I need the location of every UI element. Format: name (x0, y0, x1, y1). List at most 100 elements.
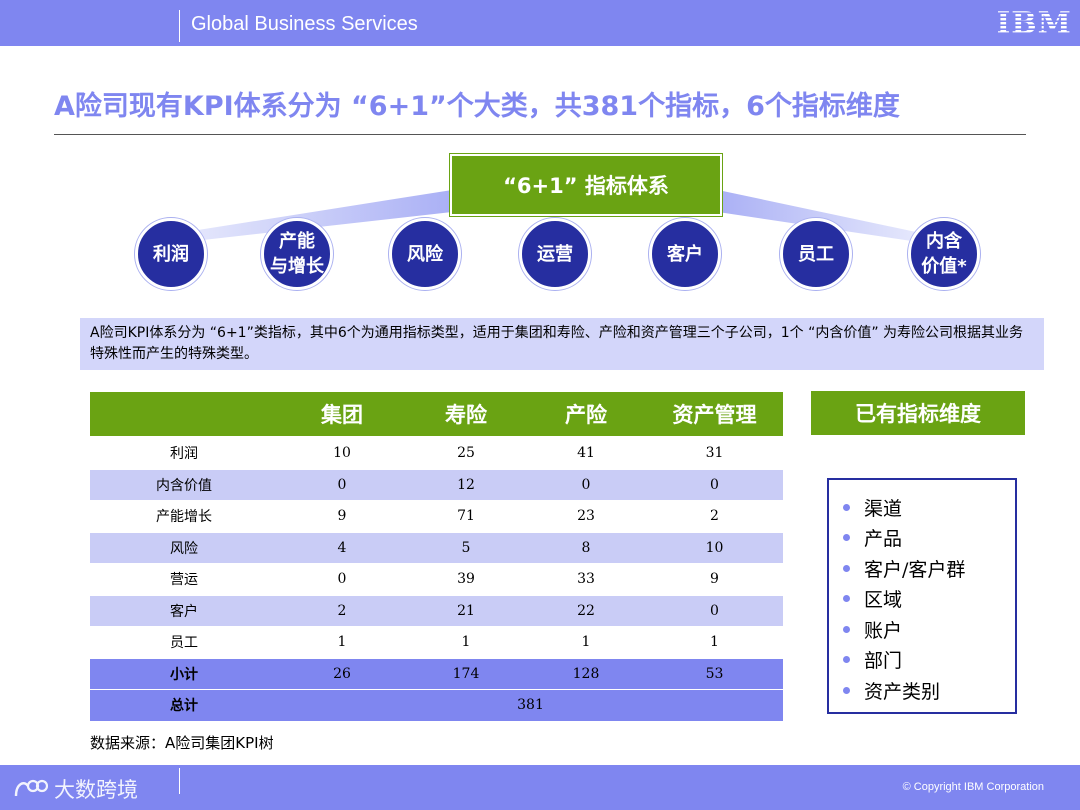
dimension-label: 客户/客户群 (864, 558, 966, 581)
table-cell: 26 (278, 657, 406, 690)
table-cell: 0 (646, 468, 783, 501)
table-row: 客户 2 21 22 0 (90, 594, 783, 627)
category-label: 内含 价值* (921, 231, 967, 277)
table-cell: 1 (526, 626, 646, 658)
table-cell: 33 (526, 563, 646, 595)
header-bar (0, 0, 1080, 46)
subtotal-row: 小计 26 174 128 53 (90, 657, 783, 690)
table-cell: 9 (646, 563, 783, 595)
table-row: 产能增长 9 71 23 2 (90, 500, 783, 532)
total-value: 381 (278, 689, 783, 721)
table-cell: 39 (406, 563, 526, 595)
category-circle: 员工 (780, 218, 852, 290)
table-cell: 31 (705, 445, 724, 462)
table-cell: 53 (646, 657, 783, 690)
bullet-icon (843, 564, 850, 572)
row-label: 小计 (90, 657, 278, 690)
column-header: 集团 (278, 392, 406, 438)
table-row: 员工 1 1 1 1 (90, 626, 783, 658)
header-divider (179, 10, 180, 42)
dimension-label: 账户 (864, 619, 903, 642)
table-cell: 9 (278, 500, 406, 532)
table-header-row: 集团 寿险 产险 资产管理 (90, 392, 783, 438)
bullet-icon (843, 503, 850, 511)
category-label: 产能 与增长 (270, 231, 324, 277)
category-circle: 利润 (135, 218, 207, 290)
dimensions-title: 已有指标维度 (811, 391, 1025, 435)
table-cell: 25 (457, 445, 475, 462)
dimension-label: 产品 (864, 528, 903, 551)
column-header: 寿险 (406, 392, 526, 438)
dimension-label: 区域 (864, 589, 903, 612)
table-cell: 23 (526, 500, 646, 532)
list-item: 渠道 (843, 492, 1015, 523)
list-item: 部门 (843, 645, 1015, 676)
table-cell: 174 (406, 657, 526, 690)
bullet-icon (843, 656, 850, 664)
dimension-label: 渠道 (864, 497, 903, 520)
row-label: 员工 (90, 626, 278, 658)
table-cell: 71 (406, 500, 526, 532)
table-cell: 1 (406, 626, 526, 658)
bullet-icon (843, 534, 850, 542)
category-circle: 产能 与增长 (261, 218, 333, 290)
summary-note: A险司KPI体系分为 “6+1”类指标，其中6个为通用指标类型，适用于集团和寿险… (80, 318, 1044, 370)
list-item: 产品 (843, 523, 1015, 554)
watermark-text: 大数跨境 (54, 778, 138, 802)
category-circle: 风险 (389, 218, 461, 290)
table-cell: 4 (278, 531, 406, 564)
dimension-label: 部门 (864, 650, 903, 673)
row-label: 总计 (90, 689, 278, 721)
column-header: 资产管理 (646, 392, 783, 438)
footer-divider (179, 768, 180, 794)
table-cell: 0 (278, 563, 406, 595)
bullet-icon (843, 625, 850, 633)
table-cell: 10 (646, 531, 783, 564)
category-label: 客户 (667, 243, 703, 265)
title-divider (54, 134, 1026, 135)
table-cell: 41 (577, 445, 595, 462)
row-label: 营运 (90, 563, 278, 595)
bullet-icon (843, 595, 850, 603)
table-cell: 5 (406, 531, 526, 564)
kpi-table: 集团 寿险 产险 资产管理 利润 10 25 41 31 内含价值 0 12 0… (90, 392, 783, 721)
category-circle: 内含 价值* (908, 218, 980, 290)
row-label: 客户 (90, 594, 278, 627)
table-cell: 2 (646, 500, 783, 532)
category-label: 风险 (407, 243, 443, 265)
table-cell: 8 (526, 531, 646, 564)
list-item: 账户 (843, 614, 1015, 645)
table-cell: 1 (646, 626, 783, 658)
category-circle: 运营 (519, 218, 591, 290)
table-cell: 0 (526, 468, 646, 501)
category-label: 利润 (153, 243, 189, 265)
table-cell: 21 (406, 594, 526, 627)
table-cell: 12 (406, 468, 526, 501)
list-item: 客户/客户群 (843, 553, 1015, 584)
copyright: © Copyright IBM Corporation (902, 781, 1044, 793)
table-cell: 22 (526, 594, 646, 627)
table-row: 风险 4 5 8 10 (90, 531, 783, 564)
row-label: 产能增长 (90, 500, 278, 532)
watermark: 大数跨境 (12, 774, 138, 804)
row-label: 内含价值 (90, 468, 278, 501)
table-row: 内含价值 0 12 0 0 (90, 468, 783, 501)
category-circle: 客户 (649, 218, 721, 290)
category-label: 员工 (798, 243, 834, 265)
table-cell: 10 (333, 445, 351, 462)
bullet-icon (843, 686, 850, 694)
table-cell: 0 (278, 468, 406, 501)
table-cell: 1 (278, 626, 406, 658)
page-title: A险司现有KPI体系分为 “6+1”个大类，共381个指标，6个指标维度 (54, 91, 900, 122)
total-row: 总计 381 (90, 689, 783, 721)
column-header (90, 392, 278, 438)
watermark-logo-icon (14, 779, 48, 797)
category-label: 运营 (537, 243, 573, 265)
table-cell: 0 (646, 594, 783, 627)
list-item: 区域 (843, 584, 1015, 615)
table-cell: 128 (526, 657, 646, 690)
footer-bar (0, 765, 1080, 810)
header-title: Global Business Services (191, 13, 418, 35)
table-row: 利润 10 25 41 31 (90, 437, 783, 469)
row-label: 风险 (90, 531, 278, 564)
